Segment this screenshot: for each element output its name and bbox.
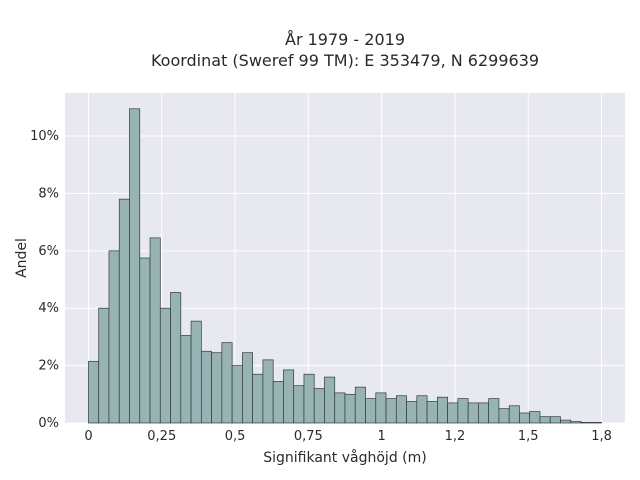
histogram-bar: [549, 416, 561, 424]
histogram-bar: [375, 392, 387, 424]
histogram-bar: [365, 398, 377, 424]
x-tick-label: 0: [84, 429, 92, 444]
histogram-bar: [303, 373, 315, 424]
x-axis-label: Signifikant våghöjd (m): [263, 449, 426, 466]
histogram-bar: [488, 398, 500, 424]
histogram-bar: [159, 307, 171, 424]
histogram-bar: [293, 385, 305, 424]
histogram-bar: [334, 392, 346, 424]
histogram-bar: [529, 411, 541, 424]
histogram-bar: [221, 342, 233, 424]
x-tick-label: 1,8: [591, 429, 612, 444]
histogram-bar: [262, 359, 274, 424]
histogram-bar: [395, 395, 407, 424]
histogram-bar: [457, 398, 469, 424]
x-tick-label: 0,5: [225, 429, 246, 444]
histogram-bar: [416, 395, 428, 424]
histogram-bar: [313, 388, 325, 424]
x-tick-label: 1,5: [518, 429, 539, 444]
y-tick-label: 2%: [38, 359, 59, 374]
y-axis-ticks: 0% 2% 4% 6% 8% 10%: [30, 129, 59, 431]
x-tick-label: 1,2: [445, 429, 466, 444]
histogram-bar: [242, 352, 253, 424]
y-tick-label: 8%: [38, 186, 59, 201]
histogram-bar: [437, 396, 448, 424]
histogram-bar: [519, 412, 531, 424]
histogram-bar: [560, 419, 572, 424]
histogram-bar: [190, 320, 202, 424]
histogram-bar: [570, 421, 582, 424]
y-axis-label: Andel: [14, 238, 30, 278]
histogram-bar: [272, 381, 284, 424]
x-axis-ticks: 0 0,25 0,5 0,75 1 1,2 1,5 1,8: [84, 429, 612, 444]
histogram-bar: [354, 386, 366, 424]
x-tick-label: 1: [378, 429, 386, 444]
histogram-bar: [211, 352, 223, 424]
chart-subtitle: Koordinat (Sweref 99 TM): E 353479, N 62…: [151, 51, 539, 70]
x-tick-label: 0,25: [147, 429, 176, 444]
histogram-bar: [129, 108, 141, 424]
histogram-bar: [170, 292, 182, 424]
y-tick-label: 10%: [30, 129, 59, 144]
histogram-bar: [539, 416, 551, 424]
histogram-bar: [590, 422, 602, 424]
chart-title: År 1979 - 2019: [285, 30, 405, 49]
histogram-bar: [231, 365, 243, 424]
histogram-bar: [447, 402, 459, 424]
y-tick-label: 0%: [38, 416, 59, 431]
histogram-bar: [180, 335, 192, 424]
histogram-bar: [118, 198, 130, 424]
histogram-bars: [88, 108, 602, 424]
histogram-bar: [508, 405, 520, 424]
y-tick-label: 6%: [38, 244, 59, 259]
histogram-bar: [88, 360, 100, 424]
histogram-bar: [385, 398, 397, 424]
histogram-bar: [580, 422, 592, 424]
histogram-bar: [283, 369, 295, 424]
histogram-bar: [149, 237, 161, 424]
histogram-bar: [406, 401, 418, 424]
histogram-bar: [344, 393, 356, 424]
histogram-bar: [467, 402, 479, 424]
histogram-bar: [426, 401, 438, 424]
y-tick-label: 4%: [38, 301, 59, 316]
histogram-bar: [498, 408, 510, 424]
x-tick-label: 0,75: [294, 429, 323, 444]
histogram-bar: [252, 373, 264, 424]
histogram-bar: [98, 307, 110, 424]
histogram-bar: [324, 376, 336, 424]
histogram-bar: [200, 350, 212, 424]
histogram-bar: [478, 402, 490, 424]
histogram-bar: [108, 250, 120, 424]
histogram-bar: [139, 257, 151, 424]
